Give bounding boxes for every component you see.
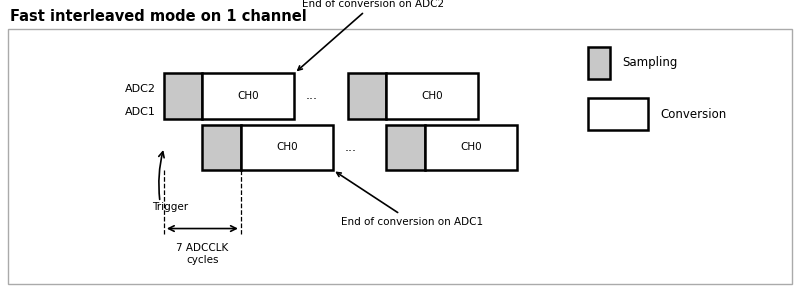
Text: ADC2: ADC2 [125, 84, 156, 94]
Bar [202, 73, 294, 119]
Text: Trigger: Trigger [152, 202, 188, 212]
Text: Sampling: Sampling [622, 57, 678, 69]
Text: CH0: CH0 [276, 142, 298, 152]
Bar [588, 47, 610, 79]
Bar [202, 125, 241, 170]
Text: CH0: CH0 [238, 91, 259, 101]
Text: ...: ... [306, 89, 318, 103]
Bar [348, 73, 386, 119]
Text: ...: ... [344, 141, 357, 154]
Text: ADC1: ADC1 [125, 107, 156, 117]
Bar [588, 98, 648, 130]
Bar [386, 73, 478, 119]
Text: End of conversion on ADC1: End of conversion on ADC1 [337, 173, 483, 227]
Text: CH0: CH0 [422, 91, 443, 101]
Text: 7 ADCCLK
cycles: 7 ADCCLK cycles [176, 243, 229, 265]
Text: End of conversion on ADC2: End of conversion on ADC2 [298, 0, 445, 70]
Bar [241, 125, 333, 170]
Bar [164, 73, 202, 119]
Text: Fast interleaved mode on 1 channel: Fast interleaved mode on 1 channel [10, 9, 306, 24]
Text: CH0: CH0 [460, 142, 482, 152]
Bar [386, 125, 425, 170]
Bar [8, 29, 792, 284]
Bar [425, 125, 517, 170]
Text: Conversion: Conversion [660, 108, 726, 121]
